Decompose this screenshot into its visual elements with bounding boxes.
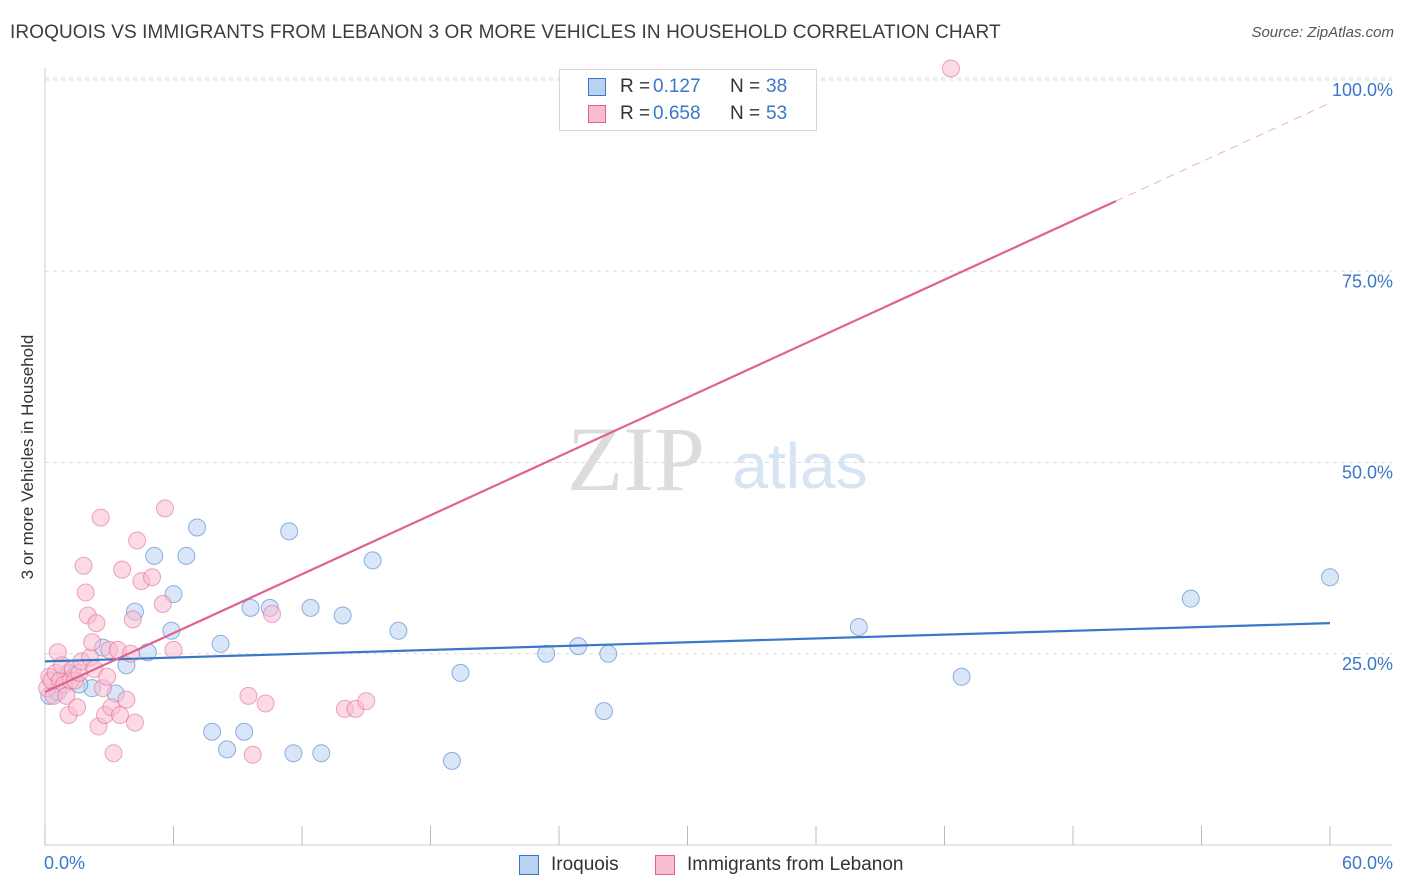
lebanon-point [76, 583, 95, 602]
lebanon-point [74, 556, 93, 575]
iroquois-point [333, 606, 352, 625]
lebanon-point [104, 744, 123, 763]
iroquois-point [188, 518, 207, 537]
iroquois-point [177, 546, 196, 565]
source-label: Source: ZipAtlas.com [1251, 24, 1394, 41]
y-tick-label: 25.0% [1342, 654, 1393, 674]
iroquois-point [442, 751, 461, 770]
iroquois-point [301, 598, 320, 617]
legend-label-iroquois: Iroquois [551, 854, 619, 875]
iroquois-point [363, 551, 382, 570]
iroquois-swatch [588, 78, 606, 96]
legend-item-iroquois: Iroquois [519, 852, 619, 878]
legend-item-lebanon: Immigrants from Lebanon [655, 852, 904, 878]
iroquois-point [145, 546, 164, 565]
x-tick-label: 0.0% [44, 853, 85, 873]
lebanon-point [91, 508, 110, 527]
lebanon-point [98, 667, 117, 686]
y-tick-label: 100.0% [1332, 80, 1393, 100]
iroquois-point [537, 644, 556, 663]
r-value: 0.658 [653, 103, 701, 124]
lebanon-point [941, 59, 960, 78]
iroquois-legend-swatch [519, 855, 539, 875]
n-value: 53 [766, 103, 788, 124]
iroquois-point [284, 744, 303, 763]
lebanon-legend-swatch [655, 855, 675, 875]
iroquois-point [451, 663, 470, 682]
y-tick-label: 50.0% [1342, 463, 1393, 483]
r-label: R = [620, 103, 651, 124]
lebanon-point [143, 568, 162, 587]
lebanon-point [128, 531, 147, 550]
lebanon-point [357, 692, 376, 711]
chart-title: IROQUOIS VS IMMIGRANTS FROM LEBANON 3 OR… [10, 22, 1001, 43]
iroquois-point [241, 598, 260, 617]
lebanon-point [243, 745, 262, 764]
stats-legend: R = 0.127 N = 38 R = 0.658 N = 53 [559, 69, 817, 131]
iroquois-point [235, 722, 254, 741]
iroquois-point [218, 740, 237, 759]
iroquois-point [211, 634, 230, 653]
iroquois-point [1321, 568, 1339, 587]
lebanon-point [239, 686, 258, 705]
lebanon-point [256, 694, 275, 713]
lebanon-trendline [44, 200, 1117, 693]
lebanon-point [123, 610, 142, 629]
iroquois-point [312, 744, 331, 763]
lebanon-point [87, 614, 106, 633]
x-tick-label: 60.0% [1342, 853, 1393, 873]
lebanon-point [113, 560, 132, 579]
iroquois-trendline [44, 622, 1331, 663]
lebanon-point [125, 713, 144, 732]
lebanon-point [164, 640, 183, 659]
n-label: N = [730, 103, 761, 124]
iroquois-point [952, 667, 971, 686]
lebanon-point [117, 690, 136, 709]
lebanon-point [68, 698, 87, 717]
watermark-atlas: atlas [732, 430, 867, 502]
iroquois-point [594, 702, 613, 721]
iroquois-point [203, 722, 222, 741]
lebanon-point [263, 604, 282, 623]
lebanon-point [155, 499, 174, 518]
lebanon-point [153, 595, 172, 614]
y-tick-label: 75.0% [1342, 271, 1393, 291]
r-value: 0.127 [653, 76, 701, 97]
iroquois-point [599, 644, 618, 663]
watermark-zip: ZIP [567, 408, 705, 510]
r-label: R = [620, 76, 651, 97]
iroquois-point [389, 621, 408, 640]
lebanon-trendline-extension [1115, 102, 1331, 202]
iroquois-point [280, 522, 299, 541]
lebanon-point [83, 633, 102, 652]
series-legend: Iroquois Immigrants from Lebanon [0, 852, 1406, 878]
n-label: N = [730, 76, 761, 97]
iroquois-point [1181, 589, 1200, 608]
lebanon-point [110, 705, 129, 724]
iroquois-point [849, 617, 868, 636]
lebanon-swatch [588, 105, 606, 123]
legend-label-lebanon: Immigrants from Lebanon [687, 854, 904, 875]
n-value: 38 [766, 76, 788, 97]
